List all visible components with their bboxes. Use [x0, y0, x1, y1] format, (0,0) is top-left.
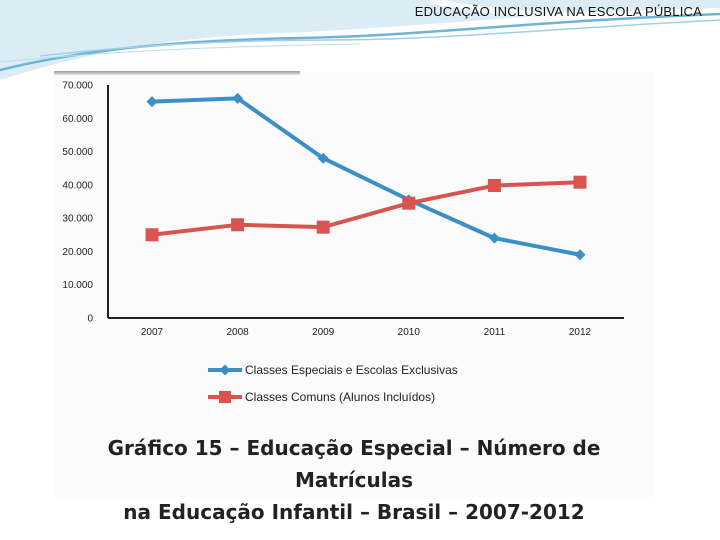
legend-entry-2: Classes Comuns (Alunos Incluídos)	[208, 390, 435, 404]
y-tick-label: 70.000	[62, 81, 93, 92]
chart-panel	[54, 72, 654, 497]
y-tick-label: 30.000	[62, 214, 93, 225]
legend: Classes Especiais e Escolas Exclusivas Cl…	[208, 363, 458, 404]
data-point	[402, 196, 416, 210]
x-tick-label: 2009	[312, 327, 335, 338]
y-axis: 0 10.000 20.000 30.000 40.000 50.000 60.000 70.…	[62, 81, 109, 325]
y-tick-label: 10.000	[62, 280, 93, 291]
series-2	[145, 175, 587, 242]
legend-label: Classes Especiais e Escolas Exclusivas	[245, 363, 458, 377]
series-line	[151, 180, 581, 237]
data-point	[317, 152, 329, 164]
x-tick-label: 2011	[484, 327, 506, 338]
y-tick-label: 60.000	[62, 114, 93, 125]
legend-swatch-marker	[219, 364, 231, 376]
legend-swatch-marker	[219, 391, 231, 403]
series-1	[146, 92, 586, 261]
header-swoosh	[0, 0, 720, 80]
series-line	[151, 96, 581, 257]
y-tick-label: 50.000	[62, 147, 93, 158]
data-point	[573, 175, 587, 189]
data-point	[316, 220, 330, 234]
data-point	[232, 92, 244, 104]
caption-line-1: Gráfico 15 – Educação Especial – Número …	[107, 436, 601, 492]
y-tick-label: 40.000	[62, 180, 93, 191]
data-point	[145, 228, 159, 242]
y-tick-label: 20.000	[62, 247, 93, 258]
x-axis: 2007 2008 2009 2010 2011 2012	[108, 317, 624, 338]
slide-title: EDUCAÇÃO INCLUSIVA NA ESCOLA PÚBLICA	[414, 4, 702, 19]
x-tick-label: 2012	[569, 327, 592, 338]
series-layer	[145, 92, 587, 261]
panel-edge-shadow	[54, 71, 300, 75]
x-tick-label: 2007	[141, 327, 164, 338]
data-point	[488, 232, 500, 244]
legend-label: Classes Comuns (Alunos Incluídos)	[245, 390, 435, 404]
data-point	[487, 179, 501, 193]
chart-caption: Gráfico 15 – Educação Especial – Número …	[54, 432, 654, 528]
caption-line-2: na Educação Infantil – Brasil – 2007-201…	[123, 500, 585, 524]
x-tick-label: 2010	[398, 327, 421, 338]
data-point	[146, 96, 158, 108]
y-tick-label: 0	[87, 314, 93, 325]
legend-entry-1: Classes Especiais e Escolas Exclusivas	[208, 363, 458, 377]
data-point	[231, 218, 245, 232]
data-point	[574, 249, 586, 261]
x-tick-label: 2008	[226, 327, 249, 338]
